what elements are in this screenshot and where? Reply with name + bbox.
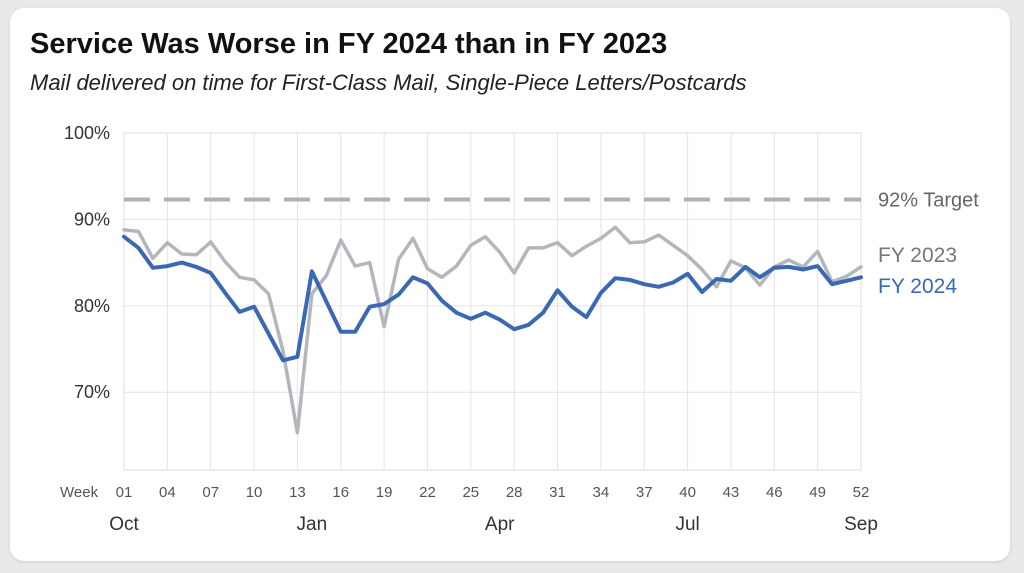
x-tick-label: 46: [766, 484, 783, 501]
x-tick-label: 31: [549, 484, 566, 501]
chart-title: Service Was Worse in FY 2024 than in FY …: [30, 28, 668, 60]
target-label: 92% Target: [878, 190, 979, 212]
y-tick-label: 70%: [74, 382, 110, 402]
month-label: Sep: [844, 514, 878, 535]
series-label-fy-2023: FY 2023: [878, 244, 957, 267]
y-tick-label: 100%: [64, 123, 110, 143]
x-tick-label: 43: [723, 484, 740, 501]
plot-frame: [123, 132, 862, 471]
x-tick-label: 07: [202, 484, 219, 501]
x-tick-label: 49: [809, 484, 826, 501]
chart-subtitle: Mail delivered on time for First-Class M…: [30, 70, 747, 95]
x-tick-label: 01: [116, 484, 133, 501]
series-line-fy-2024: [122, 234, 863, 363]
x-tick-label: 19: [376, 484, 393, 501]
y-tick-label: 90%: [74, 209, 110, 229]
x-tick-label: 22: [419, 484, 436, 501]
series-line-fy-2023: [122, 225, 863, 435]
month-label: Oct: [109, 514, 139, 535]
x-tick-label: 04: [159, 484, 176, 501]
x-tick-label: 52: [853, 484, 870, 501]
x-tick-label: 28: [506, 484, 523, 501]
y-tick-label: 80%: [74, 296, 110, 316]
x-tick-label: 13: [289, 484, 306, 501]
x-tick-label: 37: [636, 484, 653, 501]
x-tick-label: 16: [332, 484, 349, 501]
month-label: Jul: [675, 514, 699, 535]
x-tick-label: 40: [679, 484, 696, 501]
chart-card: [10, 8, 1010, 561]
series-label-fy-2024: FY 2024: [878, 275, 957, 298]
month-label: Jan: [297, 514, 328, 535]
x-tick-label: 10: [246, 484, 263, 501]
x-tick-label: 34: [593, 484, 610, 501]
x-axis-prefix-label: Week: [60, 484, 99, 501]
month-label: Apr: [485, 514, 515, 535]
x-tick-label: 25: [462, 484, 479, 501]
